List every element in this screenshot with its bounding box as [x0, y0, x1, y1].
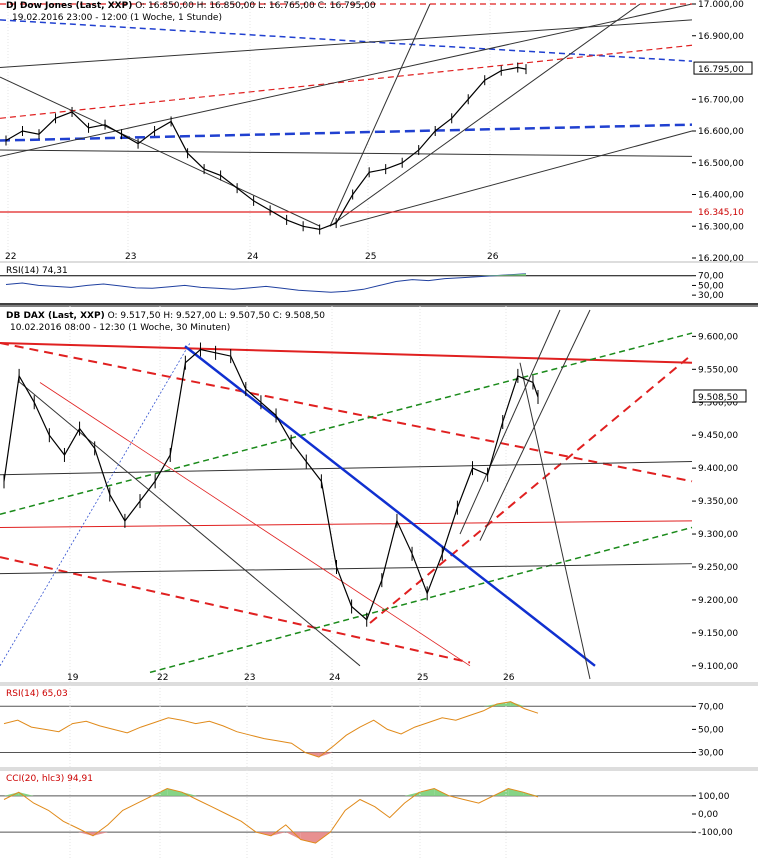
y-tick-label: 70,00 — [698, 702, 724, 712]
y-tick-label: 16.300,00 — [698, 222, 744, 232]
trendline-black — [329, 3, 641, 227]
y-tick-label: 16.500,00 — [698, 159, 744, 169]
trendline-red-thin — [39, 382, 471, 667]
dax-cci-line — [3, 787, 539, 844]
trendline-black — [329, 3, 431, 227]
dax-cci-oversold-area — [78, 832, 93, 836]
y-tick-label: 9.100,00 — [698, 662, 738, 672]
y-tick-label: 100,00 — [698, 792, 730, 802]
dj-rsi-title: RSI(14) 74,31 — [6, 266, 68, 276]
x-tick-label: 25 — [365, 252, 376, 262]
y-tick-label: 9.200,00 — [698, 596, 738, 606]
y-tick-label: 9.500,00 — [698, 398, 738, 408]
x-tick-label: 22 — [5, 252, 16, 262]
y-tick-label: 16.600,00 — [698, 127, 744, 137]
trendline-red-thin — [0, 520, 693, 528]
dax-subtitle: 10.02.2016 08:00 - 12:30 (1 Woche, 30 Mi… — [10, 323, 231, 333]
trendline-red-dashed — [369, 355, 691, 624]
dax-cci-overbought-area — [4, 792, 19, 796]
dax-cci-oversold-area — [300, 832, 316, 844]
x-tick-label: 24 — [247, 252, 259, 262]
dax-header: DB DAX (Last, XXP) O: 9.517,50 H: 9.527,… — [6, 311, 325, 322]
x-tick-label: 23 — [125, 252, 136, 262]
dax-cci-title: CCI(20, hlc3) 94,91 — [6, 774, 93, 784]
dax-cci-overbought-area — [508, 788, 524, 796]
dax-cci-oversold-area — [285, 832, 301, 840]
x-tick-label: 26 — [487, 252, 499, 262]
trendline-red-solid — [0, 341, 693, 364]
y-tick-label: 30,00 — [698, 748, 724, 758]
trendline-blue-dashed — [0, 123, 693, 142]
trendline-black — [0, 563, 693, 575]
trendline-blue-dotted — [0, 342, 191, 667]
dax-rsi-oversold-area — [318, 752, 333, 758]
dax-price-line — [3, 348, 539, 621]
dax-rsi-overbought-area — [496, 701, 511, 707]
trendline-blue-solid — [184, 345, 596, 667]
trendline-black — [479, 309, 591, 541]
dj-rsi-overbought-area — [477, 273, 526, 276]
dj-last-price-label: 16.795,00 — [698, 65, 744, 75]
dax-rsi-overbought-area — [510, 701, 525, 707]
dj-support-label: 16.345,10 — [698, 208, 744, 218]
y-tick-label: 9.300,00 — [698, 530, 738, 540]
dax-title: DB DAX (Last, XXP) — [6, 311, 105, 321]
dax-rsi-title: RSI(14) 65,03 — [6, 689, 68, 699]
trendline-green-dashed — [149, 526, 693, 674]
y-tick-label: 9.550,00 — [698, 365, 738, 375]
trendline-red-dashed — [0, 556, 471, 664]
dj-subtitle: 19.02.2016 23:00 - 12:00 (1 Woche, 1 Stu… — [12, 13, 222, 23]
y-tick-label: 16.700,00 — [698, 95, 744, 105]
y-tick-label: -100,00 — [698, 828, 733, 838]
y-tick-label: 16.400,00 — [698, 191, 744, 201]
y-tick-label: 50,00 — [698, 281, 724, 291]
dax-last-price-label: 9.508,50 — [698, 393, 738, 403]
trendline-red-dashed — [0, 44, 693, 119]
x-tick-label: 22 — [157, 673, 168, 683]
x-tick-label: 23 — [244, 673, 255, 683]
x-tick-label: 24 — [329, 673, 341, 683]
dax-cci-overbought-area — [182, 792, 197, 796]
trendline-black — [339, 130, 693, 227]
dj-ohlc: O: 16.850,00 H: 16.850,00 L: 16.765,00 C… — [135, 1, 376, 11]
y-tick-label: 9.250,00 — [698, 563, 738, 573]
y-tick-label: 0,00 — [698, 810, 718, 820]
y-tick-label: 70,00 — [698, 272, 724, 282]
y-tick-label: 9.450,00 — [698, 431, 738, 441]
trendline-black — [0, 149, 693, 157]
trendline-black — [0, 19, 693, 68]
y-tick-label: 50,00 — [698, 725, 724, 735]
x-tick-label: 26 — [503, 673, 515, 683]
x-tick-label: 19 — [67, 673, 79, 683]
y-tick-label: 30,00 — [698, 291, 724, 301]
dax-rsi-line — [3, 701, 539, 758]
y-tick-label: 16.900,00 — [698, 32, 744, 42]
dax-last-price-box — [693, 389, 747, 403]
dj-title: DJ Dow Jones (Last, XXP) — [6, 1, 133, 11]
dj-rsi-line — [5, 273, 527, 293]
x-tick-label: 25 — [417, 673, 428, 683]
dax-ohlc: O: 9.517,50 H: 9.527,00 L: 9.507,50 C: 9… — [107, 311, 326, 321]
trendline-black — [459, 309, 561, 535]
y-tick-label: 16.200,00 — [698, 254, 744, 264]
y-tick-label: 9.350,00 — [698, 497, 738, 507]
dj-header: DJ Dow Jones (Last, XXP) O: 16.850,00 H:… — [6, 1, 376, 12]
trendline-black — [0, 461, 693, 476]
dj-price-line — [5, 66, 527, 231]
trendline-blue-dashed — [0, 19, 693, 62]
y-tick-label: 17.000,00 — [698, 0, 744, 10]
trendline-black — [519, 362, 591, 680]
dax-cci-overbought-area — [167, 788, 182, 796]
y-tick-label: 9.600,00 — [698, 332, 738, 342]
trendline-black — [19, 382, 361, 667]
trendline-red-dashed — [0, 341, 693, 483]
dj-last-price-box — [693, 61, 753, 75]
dax-cci-overbought-area — [419, 788, 435, 796]
y-tick-label: 9.400,00 — [698, 464, 738, 474]
y-tick-label: 9.150,00 — [698, 629, 738, 639]
